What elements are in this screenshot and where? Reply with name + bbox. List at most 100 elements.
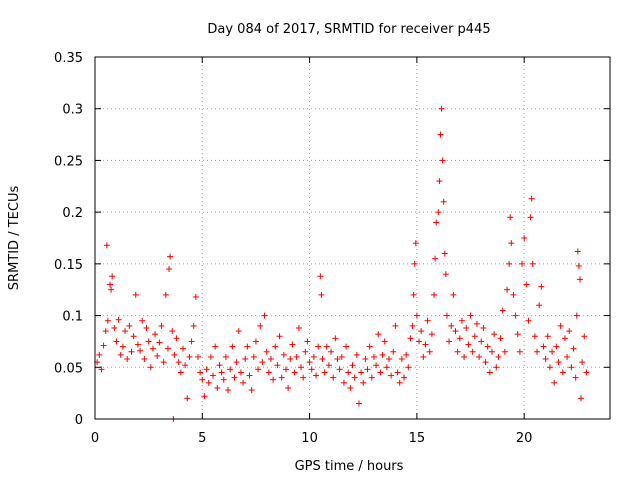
- data-point: [456, 335, 463, 342]
- y-tick-label: 0: [75, 413, 83, 428]
- data-point: [143, 324, 150, 331]
- data-point: [229, 343, 236, 350]
- data-point: [574, 248, 581, 255]
- data-point: [450, 291, 457, 298]
- data-point: [465, 341, 472, 348]
- data-point: [310, 353, 317, 360]
- data-point: [557, 322, 564, 329]
- data-point: [244, 343, 251, 350]
- data-point: [315, 343, 322, 350]
- data-point: [398, 356, 405, 363]
- data-point: [323, 343, 330, 350]
- data-point: [330, 374, 337, 381]
- data-point: [128, 348, 135, 355]
- data-point: [495, 353, 502, 360]
- data-point: [570, 345, 577, 352]
- data-point: [293, 353, 300, 360]
- data-point: [360, 379, 367, 386]
- data-point: [368, 374, 375, 381]
- data-point: [403, 351, 410, 358]
- data-point: [291, 369, 298, 376]
- data-point: [392, 322, 399, 329]
- data-point: [108, 286, 115, 293]
- data-point: [549, 348, 556, 355]
- data-point: [572, 374, 579, 381]
- data-point: [559, 369, 566, 376]
- data-point: [379, 351, 386, 358]
- data-point: [525, 317, 532, 324]
- data-point: [448, 322, 455, 329]
- data-point: [401, 374, 407, 381]
- data-point: [553, 343, 560, 350]
- data-point: [443, 312, 450, 319]
- data-point: [484, 343, 491, 350]
- data-point: [422, 341, 429, 348]
- data-point: [527, 214, 534, 221]
- data-point: [519, 260, 526, 267]
- data-point: [152, 331, 159, 338]
- data-point: [225, 387, 232, 394]
- data-point: [137, 347, 144, 354]
- x-axis-label: GPS time / hours: [295, 459, 404, 474]
- data-point: [188, 338, 195, 345]
- data-point: [237, 369, 244, 376]
- data-point: [467, 312, 474, 319]
- y-tick-label: 0.05: [54, 361, 83, 376]
- y-tick-label: 0.25: [54, 154, 83, 169]
- data-point: [199, 376, 206, 383]
- data-point: [96, 351, 103, 358]
- data-point: [173, 335, 180, 342]
- data-point: [407, 335, 414, 342]
- data-point: [396, 379, 403, 386]
- data-point: [328, 348, 335, 355]
- data-point: [115, 316, 122, 323]
- data-point: [270, 376, 277, 383]
- data-point: [523, 281, 530, 288]
- x-tick-label: 5: [198, 431, 206, 446]
- data-point: [437, 131, 444, 138]
- data-point: [583, 369, 590, 376]
- data-point: [318, 291, 325, 298]
- data-point: [436, 178, 443, 185]
- x-tick-label: 0: [91, 431, 99, 446]
- data-point: [197, 369, 204, 376]
- data-point: [212, 343, 219, 350]
- axis-ticks: 0 5 10 15 20 0 0.05 0.1 0.15 0.2 0.25 0.3 0.35: [54, 51, 610, 446]
- x-tick-label: 10: [301, 431, 318, 446]
- data-points: [94, 105, 590, 422]
- data-point: [147, 364, 154, 371]
- data-point: [516, 348, 523, 355]
- data-point: [476, 353, 483, 360]
- data-point: [156, 339, 163, 346]
- data-point: [182, 362, 189, 369]
- data-point: [506, 260, 513, 267]
- data-point: [412, 240, 419, 247]
- data-point: [461, 353, 468, 360]
- data-point: [132, 291, 139, 298]
- data-point: [145, 338, 152, 345]
- data-point: [280, 351, 287, 358]
- data-point: [458, 317, 465, 324]
- data-point: [246, 372, 253, 379]
- data-point: [340, 379, 347, 386]
- data-point: [317, 273, 324, 280]
- data-point: [139, 317, 146, 324]
- data-point: [265, 369, 272, 376]
- data-point: [298, 364, 304, 371]
- data-point: [175, 359, 182, 366]
- data-point: [351, 374, 358, 381]
- data-point: [566, 328, 573, 335]
- data-point: [416, 338, 423, 345]
- data-point: [529, 260, 536, 267]
- data-point: [432, 255, 439, 262]
- data-point: [207, 353, 214, 360]
- data-point: [124, 356, 131, 363]
- data-point: [405, 364, 412, 371]
- data-point: [233, 359, 240, 366]
- data-point: [154, 352, 161, 359]
- data-point: [100, 342, 107, 349]
- data-point: [285, 384, 292, 391]
- y-tick-label: 0.2: [62, 206, 83, 221]
- data-point: [126, 322, 133, 329]
- data-point: [103, 242, 110, 249]
